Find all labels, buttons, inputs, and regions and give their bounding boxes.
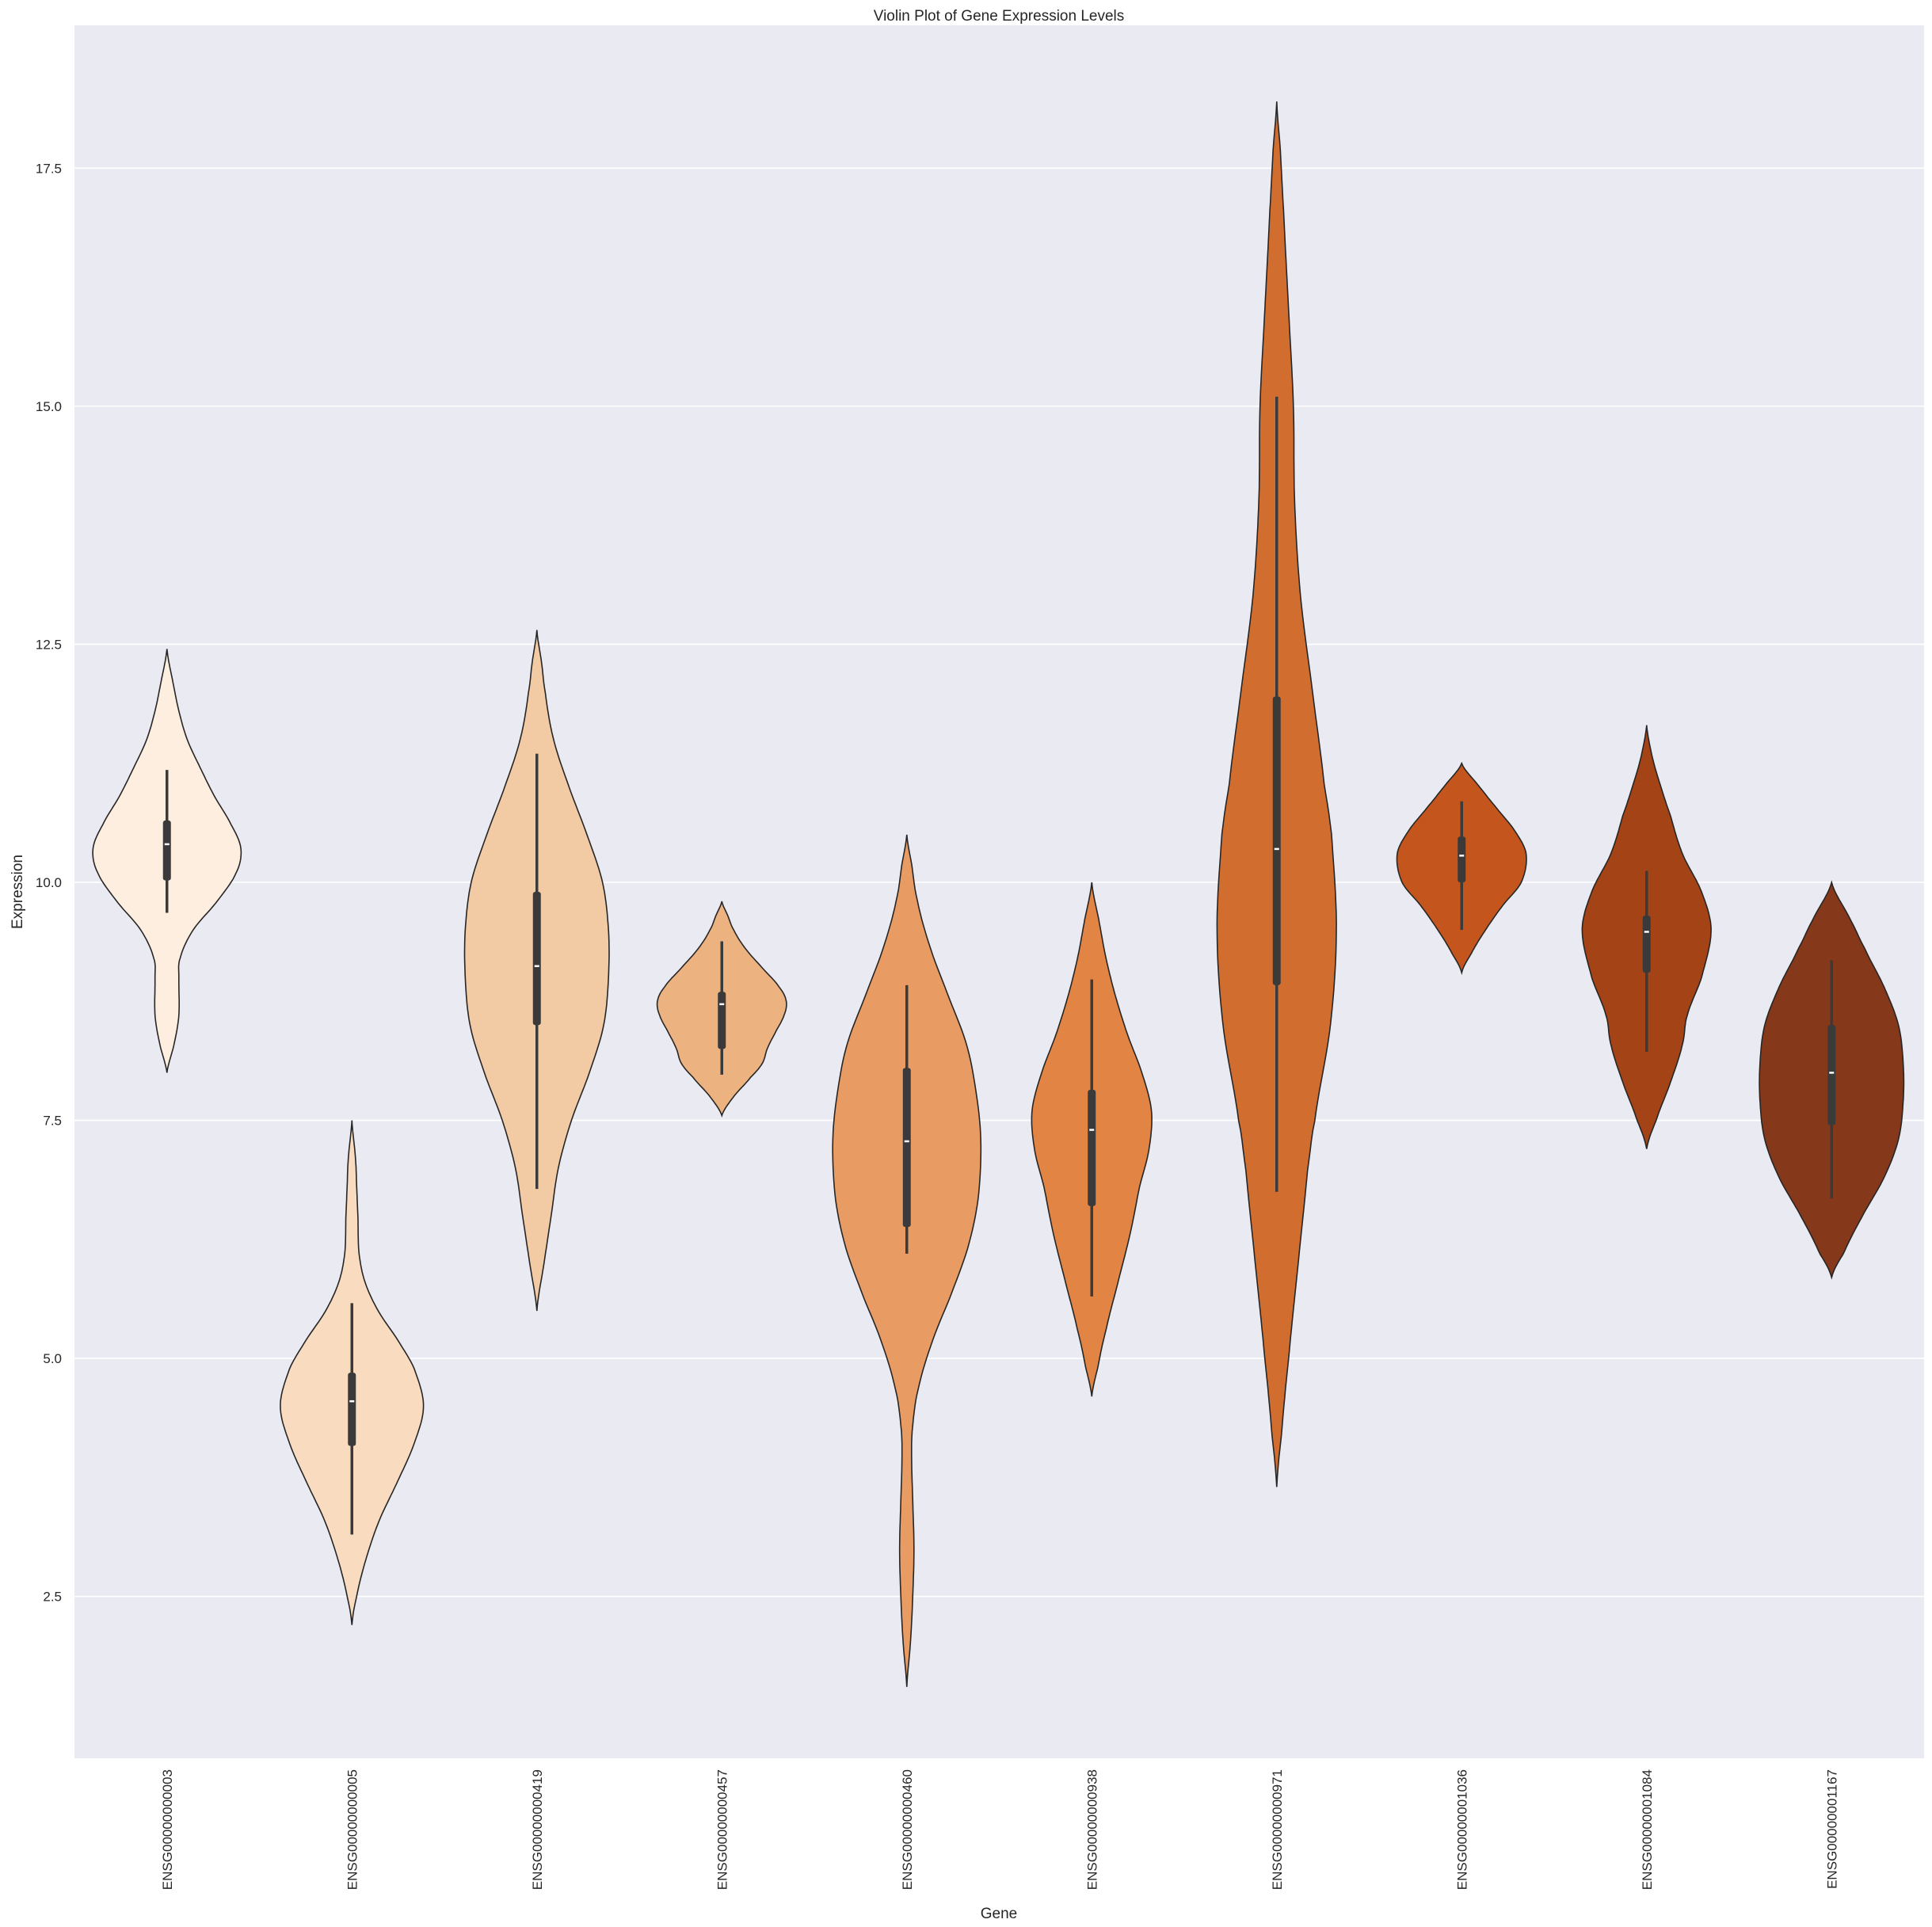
x-tick-label: ENSG00000000971 [1270,1769,1285,1890]
violin-ENSG00000000419 [463,630,610,1312]
violin-iqr-box [1272,696,1281,985]
violin-ENSG00000000938 [1031,882,1153,1397]
violin-iqr-box [532,892,541,1026]
violin-iqr-box [1642,916,1651,973]
x-tick-label: ENSG00000001036 [1454,1769,1469,1890]
x-tick-labels: ENSG00000000003 ENSG00000000005 ENSG000000… [160,1769,1840,1890]
x-tick-label: ENSG00000000005 [345,1769,360,1890]
y-tick-label: 10.0 [36,875,62,890]
violin-iqr-box [902,1068,911,1228]
violin-ENSG00000000457 [656,901,787,1118]
x-tick-label: ENSG00000000457 [714,1769,730,1890]
violin-iqr-box [1458,836,1466,882]
violin-iqr-box [162,820,171,881]
y-axis-title: Expression [10,855,26,929]
y-tick-label: 2.5 [43,1590,62,1605]
y-tick-label: 15.0 [36,399,62,414]
violin-iqr-box [1088,1090,1096,1206]
violins [92,101,1905,1687]
x-axis-title: Gene [981,1906,1017,1922]
x-tick-label: ENSG00000001084 [1640,1769,1655,1890]
x-tick-label: ENSG00000000938 [1084,1769,1099,1890]
x-tick-label: ENSG00000001167 [1824,1769,1839,1889]
x-tick-label: ENSG00000000419 [530,1769,545,1890]
y-tick-label: 5.0 [43,1351,62,1366]
violin-ENSG00000000971 [1216,101,1337,1487]
violin-iqr-box [348,1373,356,1446]
y-tick-label: 17.5 [36,161,62,176]
x-tick-label: ENSG00000000003 [160,1769,175,1890]
violin-ENSG00000001084 [1581,725,1712,1149]
violin-body [832,834,982,1687]
violin-ENSG00000000003 [92,649,242,1073]
chart-title: Violin Plot of Gene Expression Levels [874,8,1125,25]
y-tick-label: 12.5 [36,637,62,652]
violin-ENSG00000001167 [1759,880,1905,1280]
violin-ENSG00000000460 [832,834,982,1687]
violin-ENSG00000000005 [280,1120,425,1625]
y-tick-label: 7.5 [43,1114,62,1129]
violin-ENSG00000001036 [1396,761,1527,976]
violin-iqr-box [718,992,726,1049]
y-tick-labels: 2.5 5.0 7.5 10.0 12.5 15.0 17.5 [36,161,62,1604]
x-tick-label: ENSG00000000460 [900,1769,915,1890]
violin-iqr-box [1827,1025,1836,1125]
